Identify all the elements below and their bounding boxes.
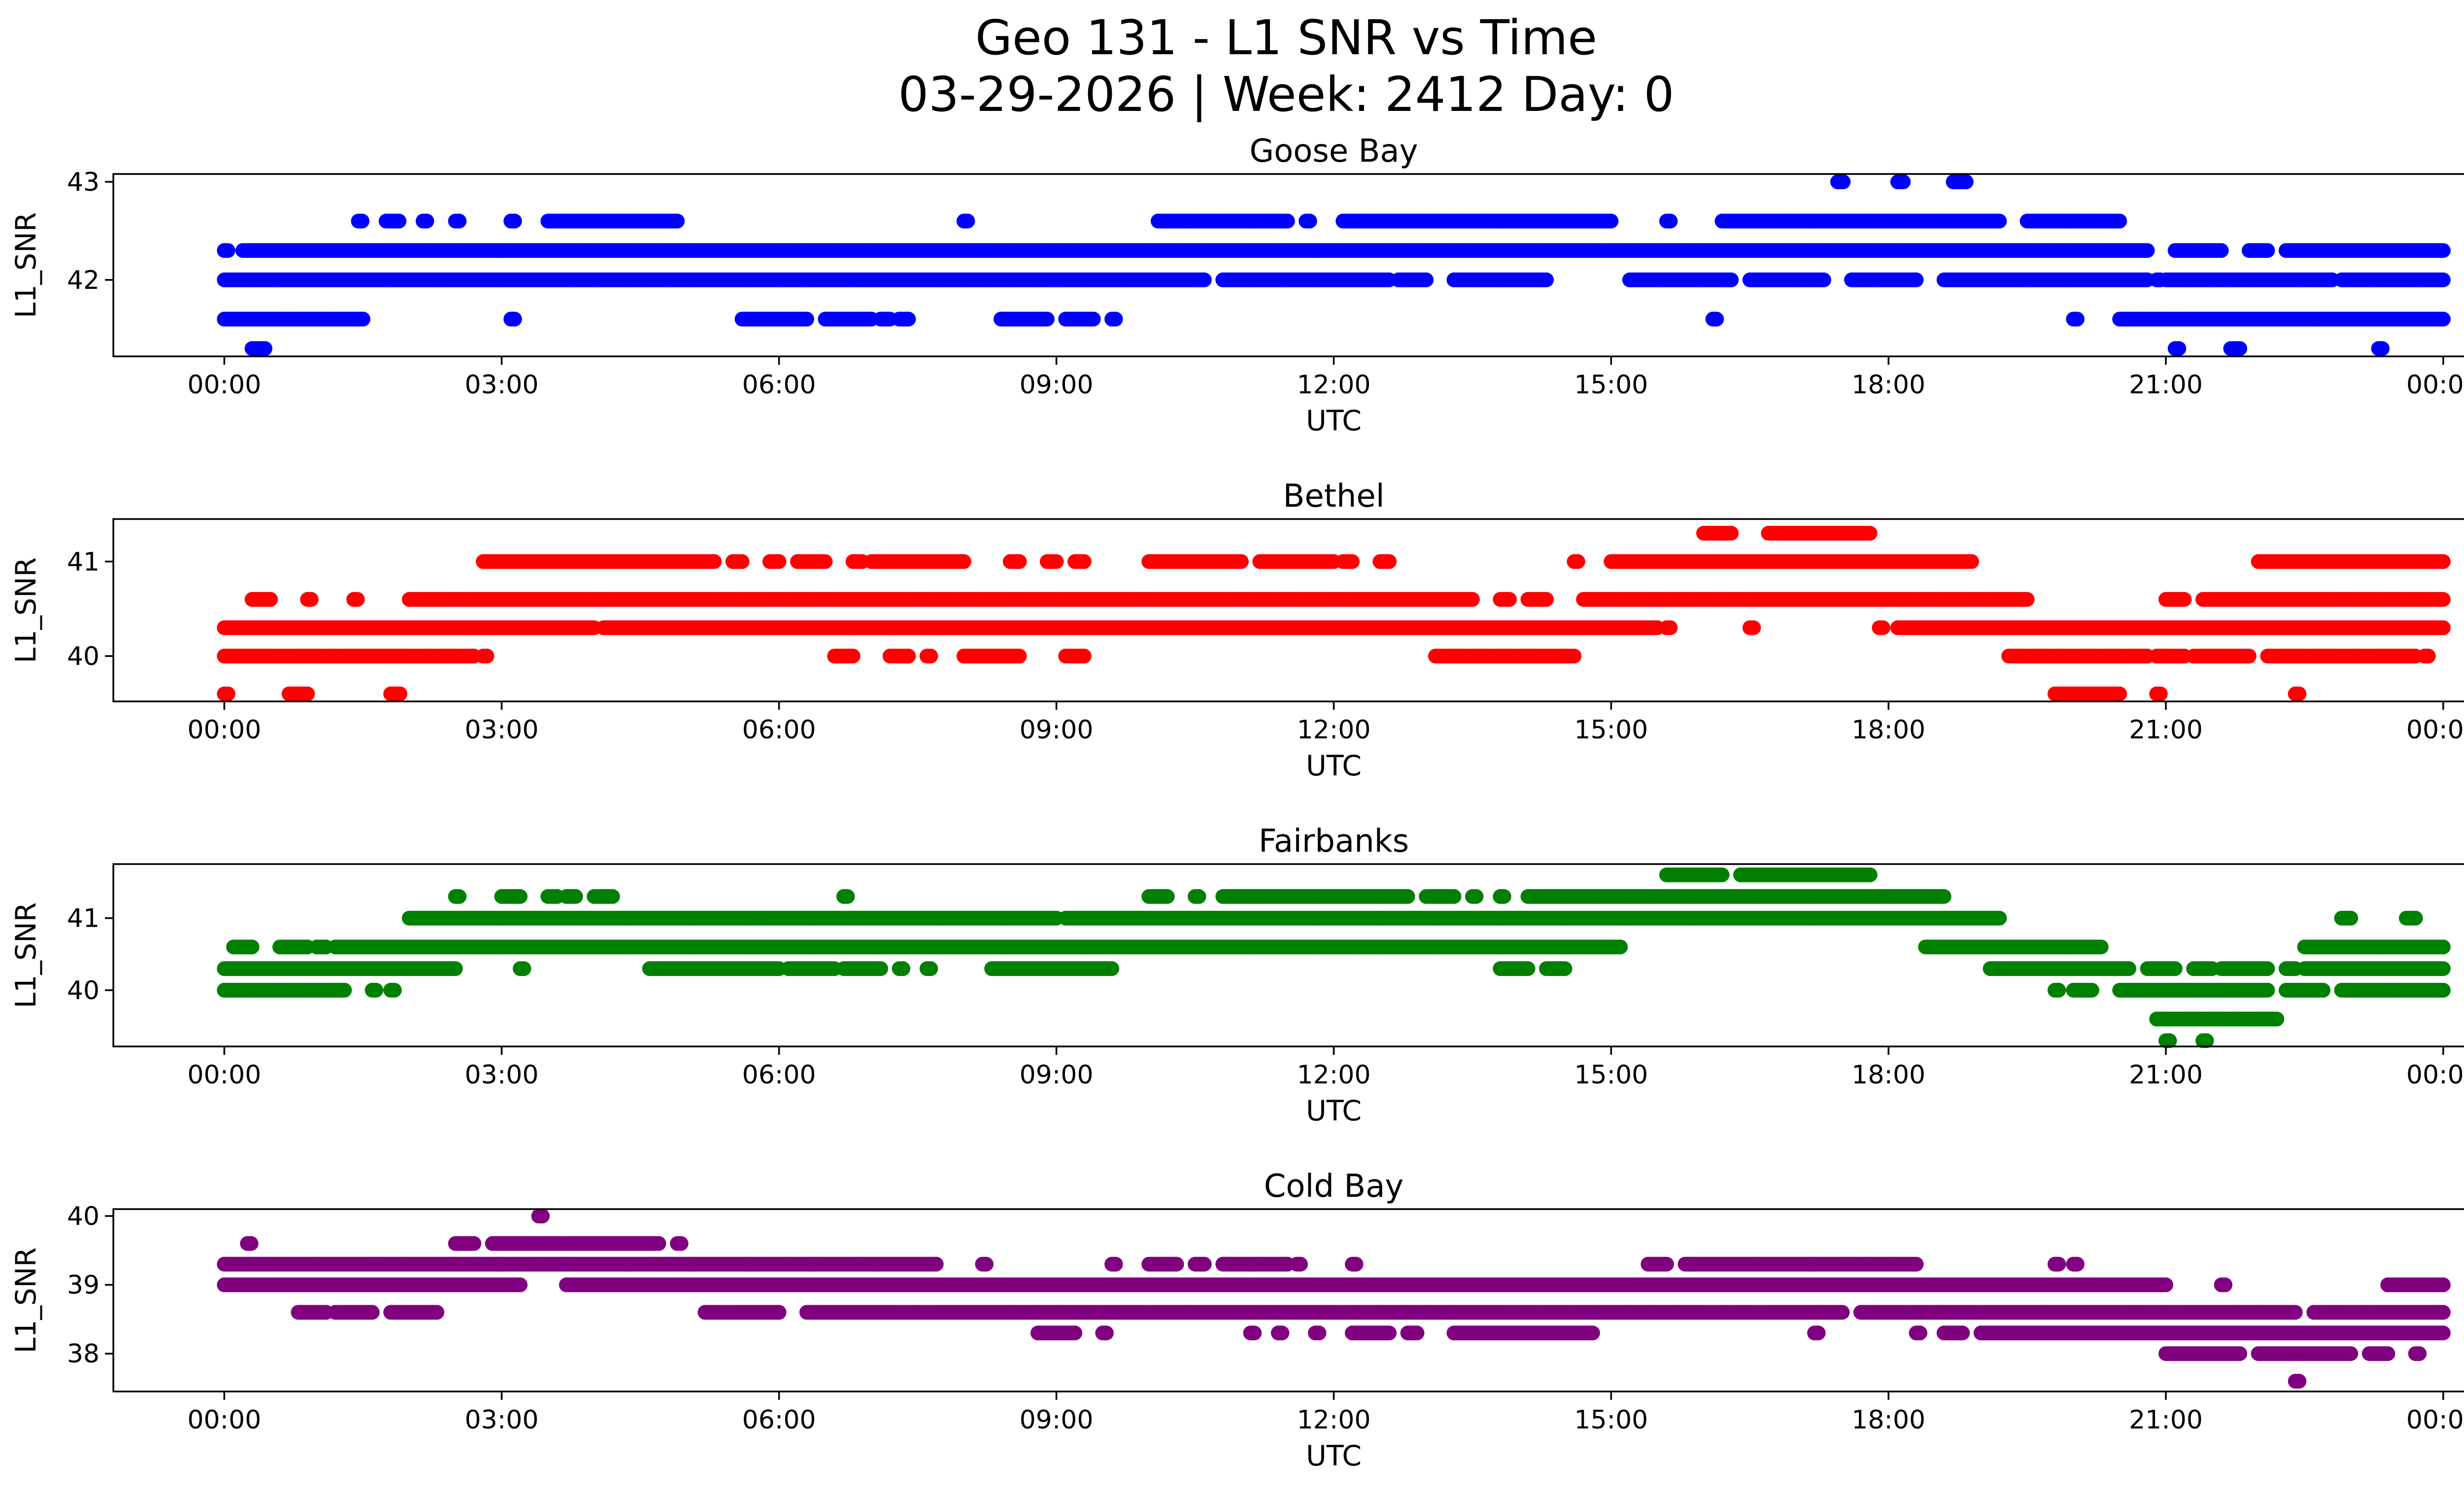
data-point bbox=[1862, 525, 1878, 541]
x-tick-label: 15:00 bbox=[1574, 370, 1648, 400]
data-point bbox=[960, 213, 975, 229]
data-point bbox=[2435, 554, 2451, 569]
data-point bbox=[2112, 213, 2127, 229]
data-point bbox=[2214, 243, 2229, 258]
data-point bbox=[2375, 341, 2390, 356]
data-point bbox=[2435, 312, 2451, 327]
data-point bbox=[1709, 312, 1724, 327]
data-point bbox=[1663, 213, 1678, 229]
data-point bbox=[1836, 174, 1851, 189]
data-point bbox=[771, 554, 787, 569]
data-points bbox=[217, 174, 2451, 356]
data-point bbox=[1465, 592, 1480, 607]
subplot-title: Bethel bbox=[1283, 478, 1384, 515]
data-point bbox=[350, 592, 365, 607]
data-point bbox=[670, 213, 685, 229]
x-tick-label: 09:00 bbox=[1020, 370, 1094, 400]
data-point bbox=[1233, 554, 1249, 569]
data-point bbox=[1539, 272, 1554, 287]
axes-frame bbox=[112, 173, 2464, 357]
data-point bbox=[1039, 312, 1055, 327]
data-point bbox=[2019, 592, 2035, 607]
data-point bbox=[355, 312, 371, 327]
data-point bbox=[1280, 213, 1295, 229]
data-point bbox=[507, 312, 522, 327]
data-point bbox=[2171, 341, 2187, 356]
data-point bbox=[1108, 312, 1123, 327]
data-point bbox=[354, 213, 370, 229]
data-point bbox=[1909, 272, 1924, 287]
data-point bbox=[1502, 592, 1517, 607]
data-point bbox=[707, 554, 722, 569]
data-point bbox=[1992, 213, 2007, 229]
data-point bbox=[2232, 341, 2248, 356]
data-point bbox=[507, 213, 522, 229]
data-point bbox=[1419, 272, 1434, 287]
subplot-0: Goose Bay 00:00 03:00 06:00 09:00 12:00 15:00 1… bbox=[10, 133, 2464, 437]
data-point bbox=[734, 554, 750, 569]
x-tick-label: 21:00 bbox=[2129, 370, 2203, 400]
data-point bbox=[257, 341, 273, 356]
data-point bbox=[263, 592, 278, 607]
data-point bbox=[1382, 554, 1397, 569]
data-point bbox=[1345, 554, 1360, 569]
data-point bbox=[419, 213, 434, 229]
data-point bbox=[1724, 272, 1739, 287]
data-point bbox=[1724, 525, 1739, 541]
data-point bbox=[2140, 243, 2155, 258]
data-point bbox=[2435, 243, 2451, 258]
data-point bbox=[957, 554, 971, 569]
x-tick-label: 00:00 bbox=[187, 370, 261, 400]
data-point bbox=[1896, 174, 1911, 189]
data-point bbox=[2435, 592, 2451, 607]
y-tick-label: 42 bbox=[67, 266, 100, 295]
data-point bbox=[799, 312, 815, 327]
x-tick-label: 12:00 bbox=[1297, 370, 1371, 400]
x-tick-label: 03:00 bbox=[465, 370, 539, 400]
data-point bbox=[1197, 272, 1212, 287]
data-point bbox=[1076, 554, 1092, 569]
y-tick-label: 43 bbox=[67, 168, 100, 197]
data-point bbox=[1539, 592, 1554, 607]
subplot-title: Goose Bay bbox=[1250, 133, 1418, 170]
data-point bbox=[1086, 312, 1101, 327]
x-tick-label: 06:00 bbox=[742, 370, 816, 400]
figure-title-line1: Geo 131 - L1 SNR vs Time bbox=[975, 10, 1597, 66]
data-point bbox=[818, 554, 833, 569]
x-tick-label: 00:00 bbox=[2406, 370, 2464, 400]
data-point bbox=[1012, 554, 1027, 569]
data-point bbox=[304, 592, 319, 607]
data-point bbox=[2069, 312, 2085, 327]
data-point bbox=[1964, 554, 1979, 569]
y-axis-label: L1_SNR bbox=[10, 212, 42, 318]
data-point bbox=[451, 213, 467, 229]
data-point bbox=[1570, 554, 1585, 569]
data-point bbox=[391, 213, 407, 229]
data-point bbox=[1604, 213, 1619, 229]
figure-title-line2: 03-29-2026 | Week: 2412 Day: 0 bbox=[898, 67, 1675, 123]
subplots-container: Goose Bay 00:00 03:00 06:00 09:00 12:00 15:00 1… bbox=[10, 133, 2464, 1472]
data-point bbox=[1302, 213, 1317, 229]
data-point bbox=[2260, 243, 2275, 258]
data-points bbox=[217, 525, 2451, 701]
x-axis-label: UTC bbox=[1306, 405, 1362, 437]
data-point bbox=[901, 312, 916, 327]
data-point bbox=[1049, 554, 1064, 569]
data-point bbox=[1816, 272, 1831, 287]
data-point bbox=[1958, 174, 1974, 189]
data-point bbox=[2435, 272, 2451, 287]
data-point bbox=[220, 243, 236, 258]
data-point bbox=[2177, 592, 2192, 607]
x-tick-label: 18:00 bbox=[1851, 370, 1925, 400]
